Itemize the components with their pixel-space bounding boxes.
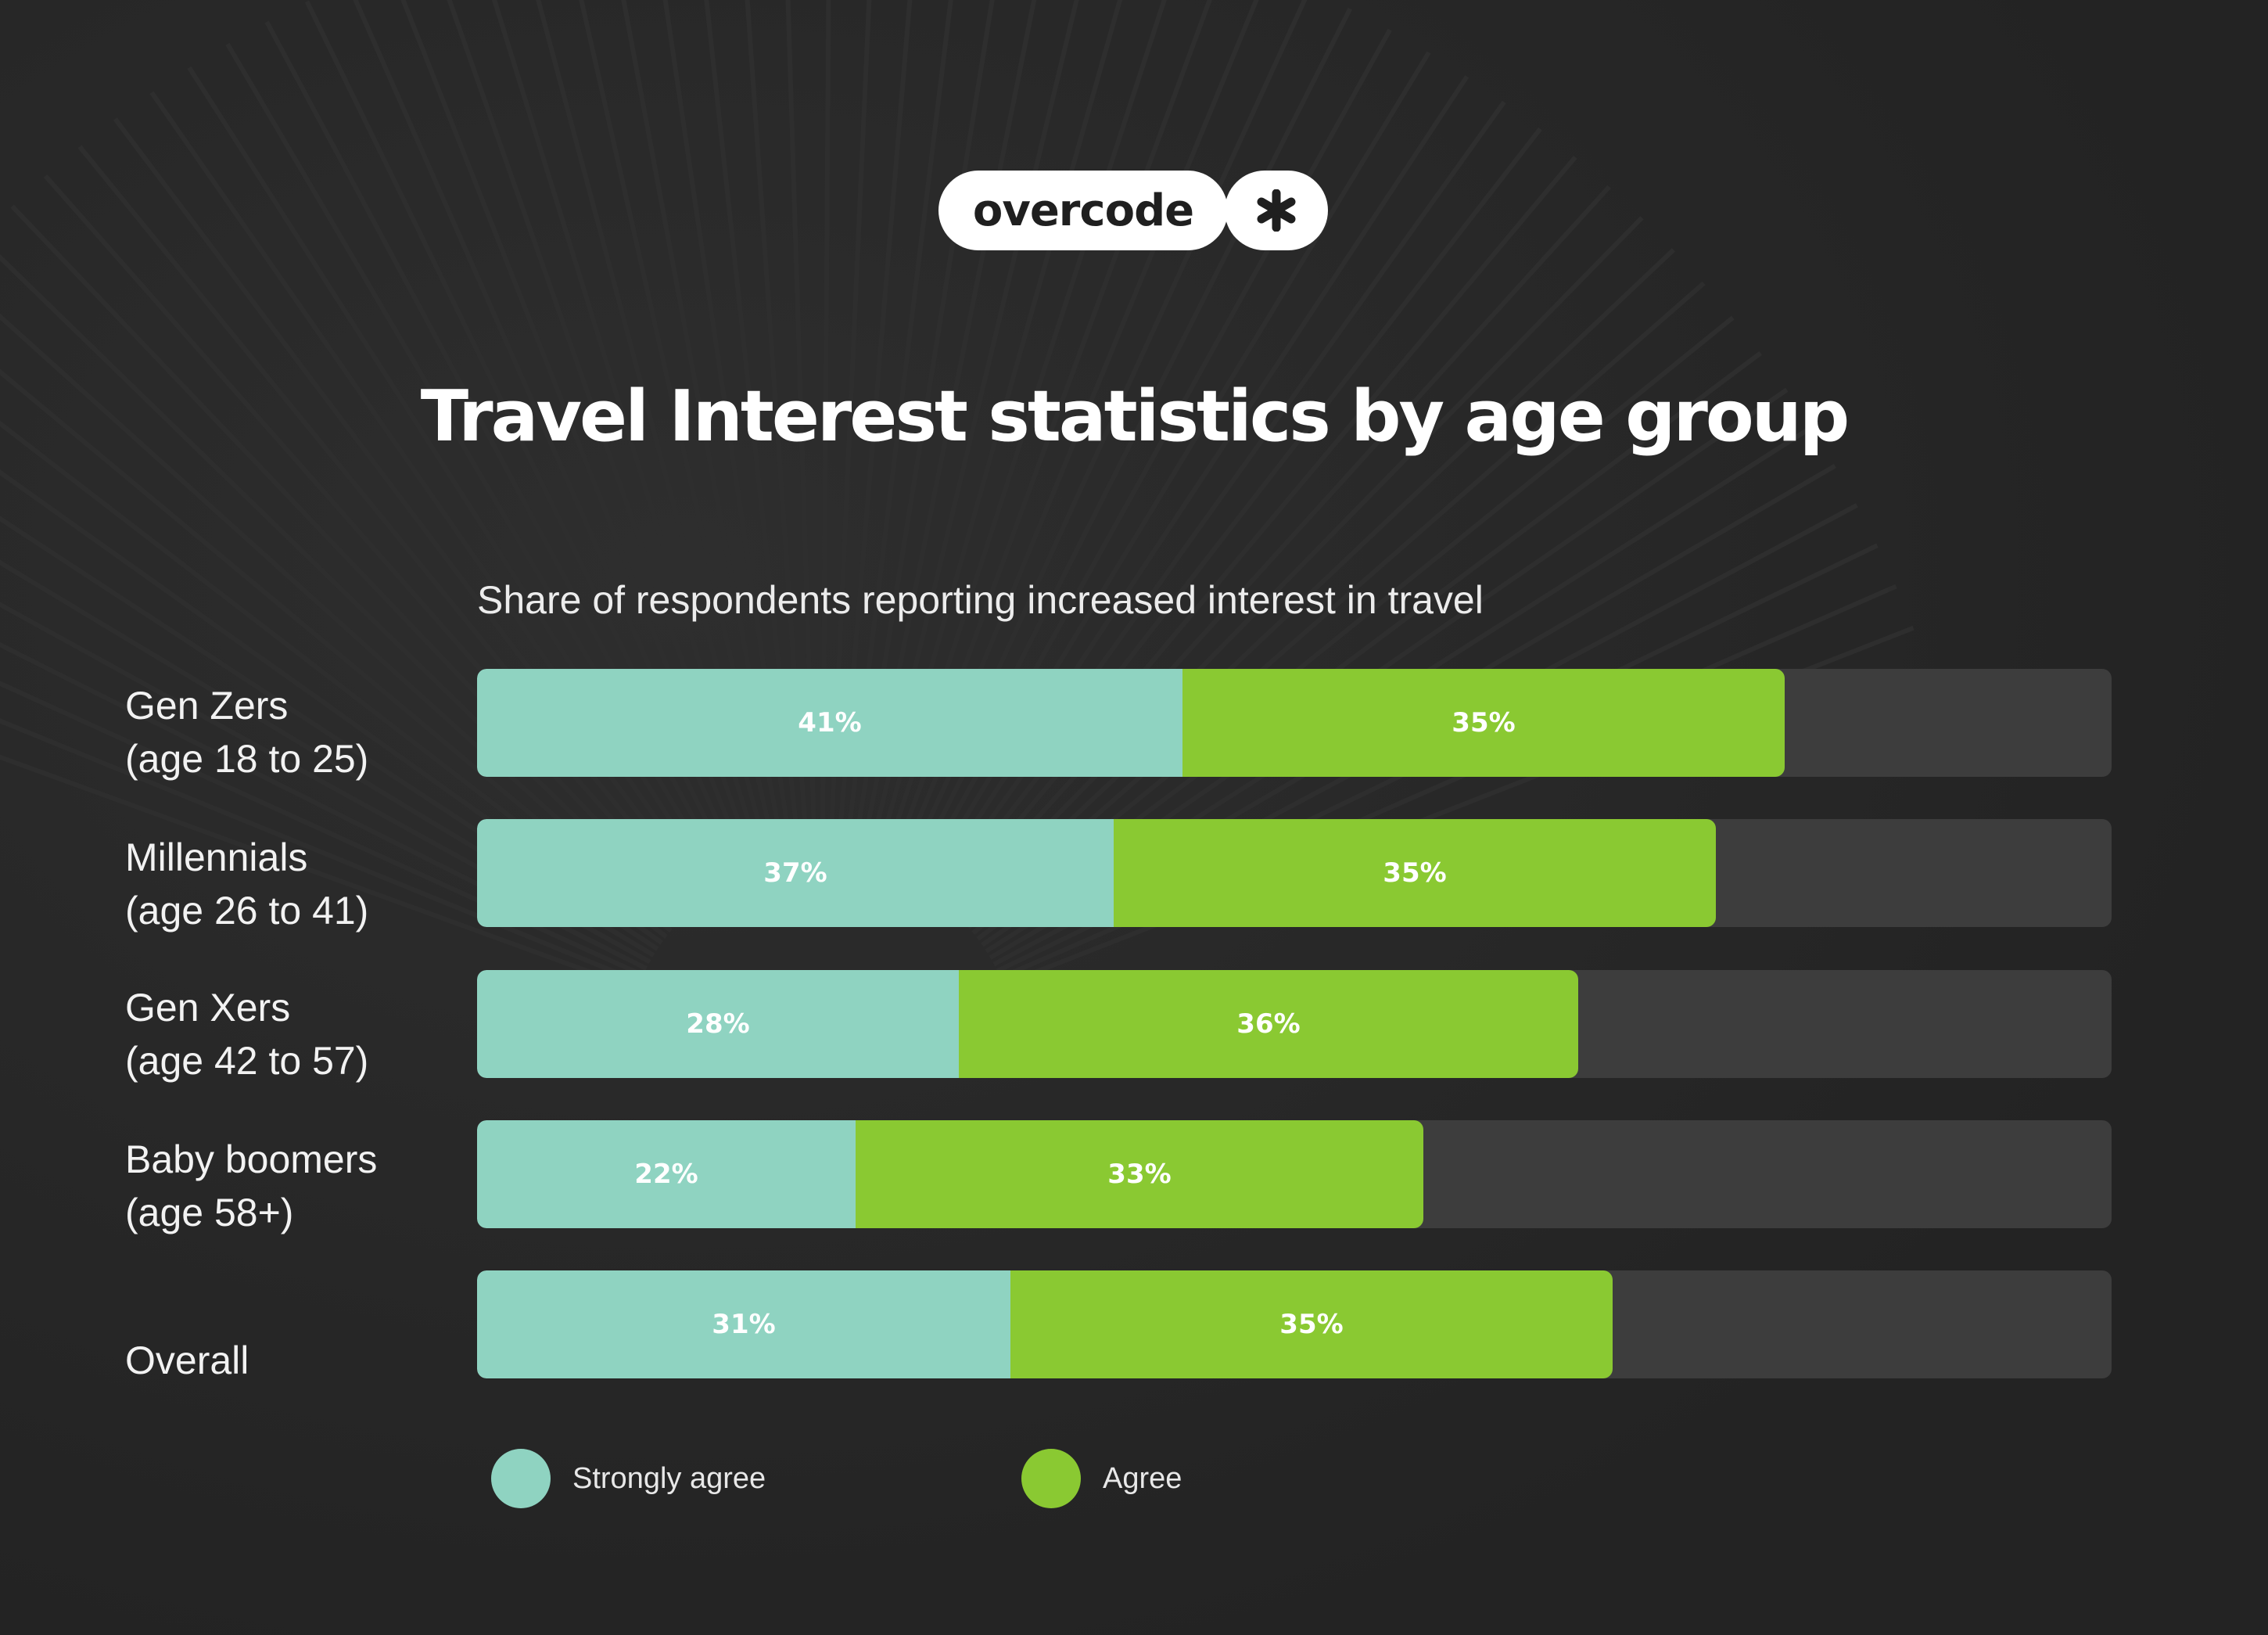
- data-label: 35%: [1279, 1309, 1344, 1340]
- category-age-range: (age 42 to 57): [125, 1039, 369, 1083]
- data-label: 37%: [763, 857, 827, 889]
- data-label: 41%: [798, 707, 862, 738]
- data-label: 22%: [634, 1159, 698, 1190]
- bar-segment-agree: 35%: [1182, 669, 1785, 777]
- legend-swatch-agree: [1021, 1449, 1081, 1508]
- category-label: Millennials (age 26 to 41): [125, 831, 368, 937]
- bar-track: 31% 35%: [477, 1270, 2112, 1378]
- bar-segment-strongly-agree: 22%: [477, 1120, 856, 1228]
- bar-segment-agree: 33%: [856, 1120, 1423, 1228]
- category-name: Overall: [125, 1339, 249, 1382]
- legend-label: Strongly agree: [572, 1461, 766, 1495]
- bar-segment-strongly-agree: 31%: [477, 1270, 1010, 1378]
- chart-title: Travel Interest statistics by age group: [420, 376, 1850, 458]
- category-name: Millennials: [125, 835, 308, 879]
- category-age-range: (age 18 to 25): [125, 737, 369, 781]
- bar-track: 22% 33%: [477, 1120, 2112, 1228]
- bar-segment-strongly-agree: 37%: [477, 819, 1114, 927]
- category-label: Gen Zers (age 18 to 25): [125, 679, 368, 785]
- bar-track: 28% 36%: [477, 970, 2112, 1078]
- bar-track: 41% 35%: [477, 669, 2112, 777]
- legend-item-strongly-agree: Strongly agree: [491, 1449, 766, 1508]
- data-label: 28%: [686, 1008, 750, 1040]
- legend-label: Agree: [1103, 1461, 1182, 1495]
- data-label: 35%: [1383, 857, 1447, 889]
- legend-swatch-strongly-agree: [491, 1449, 551, 1508]
- bar-track: 37% 35%: [477, 819, 2112, 927]
- legend-item-agree: Agree: [1021, 1449, 1182, 1508]
- category-name: Gen Zers: [125, 684, 289, 728]
- logo-wordmark: overcode: [938, 171, 1228, 250]
- data-label: 35%: [1452, 707, 1516, 738]
- category-name: Baby boomers: [125, 1137, 378, 1181]
- data-label: 31%: [712, 1309, 776, 1340]
- bar-segment-agree: 36%: [959, 970, 1578, 1078]
- category-label: Overall: [125, 1334, 249, 1387]
- data-label: 33%: [1107, 1159, 1172, 1190]
- brand-logo: overcode: [938, 171, 1328, 250]
- bar-segment-agree: 35%: [1114, 819, 1716, 927]
- chart-subtitle: Share of respondents reporting increased…: [477, 578, 1484, 622]
- data-label: 36%: [1236, 1008, 1301, 1040]
- bar-segment-agree: 35%: [1010, 1270, 1613, 1378]
- bar-segment-strongly-agree: 28%: [477, 970, 959, 1078]
- category-label: Baby boomers (age 58+): [125, 1133, 377, 1239]
- asterisk-icon: [1225, 171, 1328, 250]
- category-age-range: (age 58+): [125, 1191, 294, 1234]
- category-label: Gen Xers (age 42 to 57): [125, 981, 368, 1087]
- bar-segment-strongly-agree: 41%: [477, 669, 1182, 777]
- category-age-range: (age 26 to 41): [125, 889, 369, 932]
- category-name: Gen Xers: [125, 986, 291, 1030]
